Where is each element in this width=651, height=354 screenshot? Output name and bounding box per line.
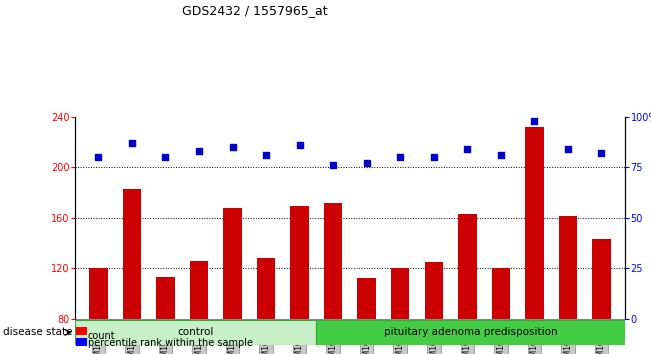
Bar bbox=[559, 216, 577, 354]
Bar bbox=[223, 207, 242, 354]
Point bbox=[194, 148, 204, 154]
Point bbox=[562, 146, 573, 152]
Bar bbox=[324, 202, 342, 354]
Point bbox=[227, 144, 238, 150]
Text: pituitary adenoma predisposition: pituitary adenoma predisposition bbox=[384, 327, 557, 337]
Bar bbox=[290, 206, 309, 354]
Text: GDS2432 / 1557965_at: GDS2432 / 1557965_at bbox=[182, 4, 328, 17]
Text: percentile rank within the sample: percentile rank within the sample bbox=[88, 338, 253, 348]
Point bbox=[361, 160, 372, 166]
Point bbox=[495, 152, 506, 158]
Point bbox=[596, 150, 607, 156]
Point bbox=[428, 154, 439, 160]
Bar bbox=[76, 327, 87, 335]
Bar bbox=[458, 214, 477, 354]
Bar bbox=[391, 268, 409, 354]
Point bbox=[160, 154, 171, 160]
Bar bbox=[492, 268, 510, 354]
Bar bbox=[76, 338, 87, 346]
Bar bbox=[257, 258, 275, 354]
Point bbox=[529, 118, 540, 124]
Text: count: count bbox=[88, 331, 115, 341]
Point bbox=[261, 152, 271, 158]
Bar bbox=[156, 277, 174, 354]
Point bbox=[294, 142, 305, 148]
Bar bbox=[592, 239, 611, 354]
Bar bbox=[424, 262, 443, 354]
Bar bbox=[75, 320, 316, 345]
Bar bbox=[316, 320, 625, 345]
Bar bbox=[357, 278, 376, 354]
Bar bbox=[525, 127, 544, 354]
Point bbox=[93, 154, 104, 160]
Point bbox=[395, 154, 406, 160]
Text: disease state: disease state bbox=[3, 327, 73, 337]
Bar bbox=[89, 268, 107, 354]
Bar bbox=[122, 189, 141, 354]
Point bbox=[127, 140, 137, 146]
Point bbox=[328, 162, 339, 168]
Text: control: control bbox=[178, 327, 214, 337]
Bar bbox=[189, 261, 208, 354]
Point bbox=[462, 146, 473, 152]
